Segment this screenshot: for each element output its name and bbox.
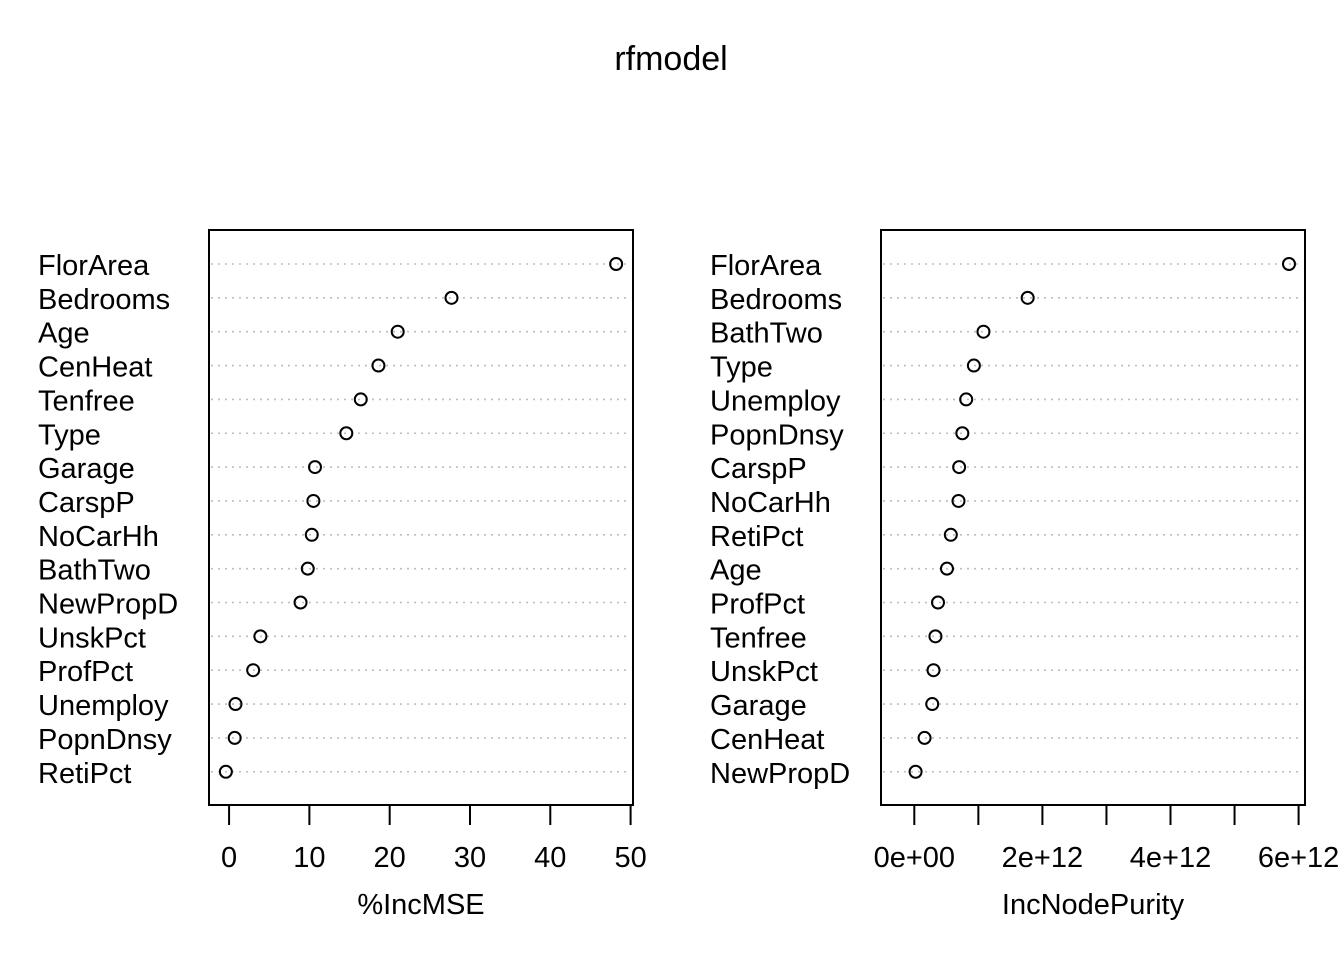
variable-label: CarspP — [710, 453, 807, 485]
variable-label: Unemploy — [710, 385, 841, 417]
x-tick-label: 10 — [293, 842, 325, 874]
variable-label: RetiPct — [710, 521, 803, 553]
data-point — [951, 493, 966, 508]
chart-title: rfmodel — [614, 40, 727, 78]
variable-label: NoCarHh — [38, 521, 159, 553]
x-tick-label: 6e+12 — [1258, 842, 1339, 874]
variable-label: ProfPct — [710, 589, 805, 621]
x-tick-label: 40 — [534, 842, 566, 874]
variable-label: FlorArea — [710, 250, 822, 282]
variable-label: NoCarHh — [710, 487, 831, 519]
variable-label: CenHeat — [38, 352, 152, 384]
data-point — [228, 697, 243, 712]
data-point — [925, 697, 940, 712]
data-point — [955, 426, 970, 441]
panels-group: FlorAreaBedroomsAgeCenHeatTenfreeTypeGar… — [38, 229, 1339, 921]
data-point — [908, 764, 923, 779]
data-point — [304, 527, 319, 542]
data-point — [308, 460, 322, 475]
plot-frame — [208, 229, 634, 806]
x-tick-label: 4e+12 — [1130, 842, 1211, 874]
x-axis-title: %IncMSE — [357, 889, 484, 921]
variable-label: Garage — [38, 453, 135, 485]
variable-label: CenHeat — [710, 724, 824, 756]
x-axis-title: IncNodePurity — [1002, 889, 1185, 921]
variable-label: Bedrooms — [38, 284, 170, 316]
plot-frame — [880, 229, 1306, 806]
x-tick-label: 30 — [454, 842, 486, 874]
data-point — [966, 358, 981, 373]
x-tick-label: 2e+12 — [1002, 842, 1083, 874]
data-point — [976, 324, 991, 339]
x-tick-label: 20 — [374, 842, 406, 874]
data-point — [928, 629, 943, 644]
variable-label: Type — [710, 352, 773, 384]
data-point — [609, 257, 624, 271]
variable-label: Garage — [710, 690, 807, 722]
panel-incmse: FlorAreaBedroomsAgeCenHeatTenfreeTypeGar… — [38, 229, 647, 921]
variable-label: Tenfree — [710, 622, 807, 654]
variable-label: CarspP — [38, 487, 135, 519]
variable-label: UnskPct — [38, 622, 146, 654]
data-point — [939, 561, 954, 576]
variable-label: PopnDnsy — [710, 419, 844, 451]
data-point — [917, 730, 932, 745]
variable-label: FlorArea — [38, 250, 150, 282]
data-point — [218, 764, 233, 779]
variable-label: Age — [710, 555, 762, 587]
data-point — [926, 663, 941, 678]
variable-label: Tenfree — [38, 385, 135, 417]
variable-label: PopnDnsy — [38, 724, 172, 756]
x-tick-label: 0e+00 — [874, 842, 955, 874]
data-point — [300, 561, 315, 576]
data-point — [959, 392, 974, 407]
panel-incnodepurity: FlorAreaBedroomsBathTwoTypeUnemployPopnD… — [710, 229, 1339, 921]
data-point — [339, 426, 354, 441]
variable-label: RetiPct — [38, 758, 131, 790]
data-point — [253, 629, 268, 644]
data-point — [227, 730, 242, 745]
data-point — [390, 324, 405, 339]
variable-label: Unemploy — [38, 690, 169, 722]
variable-label: NewPropD — [710, 758, 850, 790]
variable-label: Type — [38, 419, 101, 451]
x-tick-label: 50 — [614, 842, 646, 874]
variable-label: UnskPct — [710, 656, 818, 688]
data-point — [1020, 290, 1035, 305]
data-point — [952, 460, 967, 475]
data-point — [371, 358, 386, 373]
variable-label: Bedrooms — [710, 284, 842, 316]
variable-label: BathTwo — [38, 555, 151, 587]
data-point — [931, 595, 946, 610]
data-point — [246, 663, 261, 678]
data-point — [306, 493, 321, 508]
x-tick-label: 0 — [221, 842, 237, 874]
variable-label: ProfPct — [38, 656, 133, 688]
data-point — [293, 595, 308, 610]
variable-label: Age — [38, 318, 90, 350]
data-point — [1281, 257, 1296, 271]
variable-label: NewPropD — [38, 589, 178, 621]
data-point — [444, 290, 459, 305]
variable-label: BathTwo — [710, 318, 823, 350]
data-point — [943, 527, 958, 542]
data-point — [353, 392, 368, 407]
